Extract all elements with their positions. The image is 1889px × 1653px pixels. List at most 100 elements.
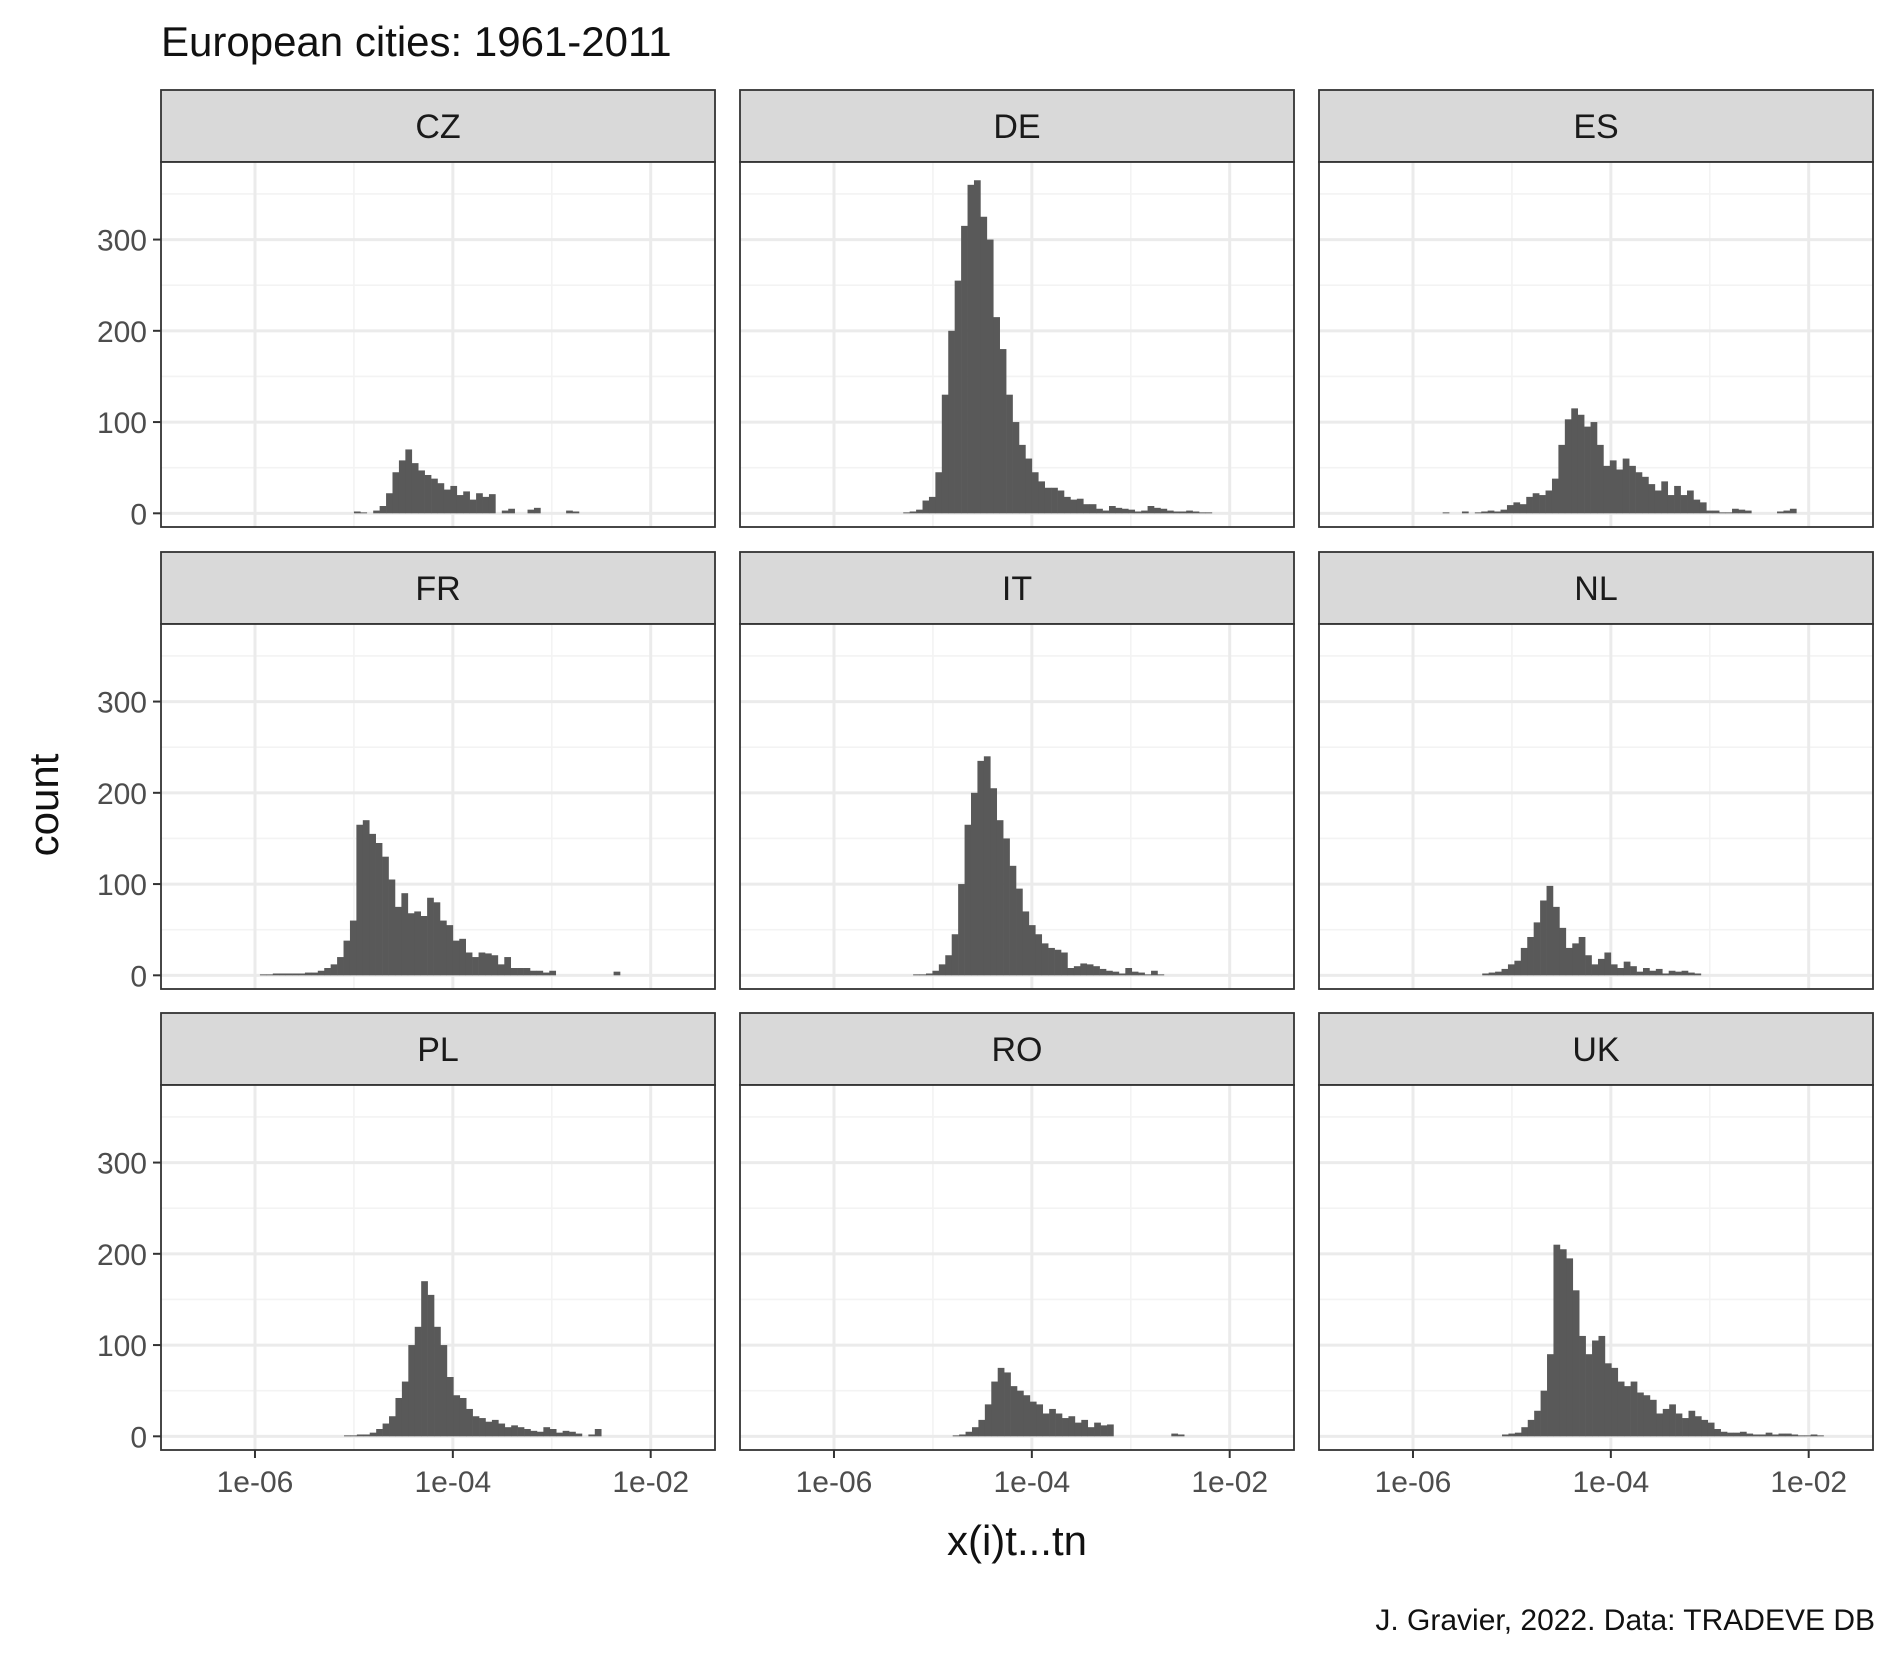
histogram-bar bbox=[1617, 1381, 1625, 1437]
histogram-bar bbox=[440, 1345, 448, 1437]
histogram-bar bbox=[398, 460, 406, 514]
histogram-bar bbox=[1118, 973, 1126, 976]
histogram-bar bbox=[1093, 966, 1100, 976]
histogram-bar bbox=[1654, 490, 1662, 514]
histogram-bar bbox=[951, 934, 959, 976]
histogram-bar bbox=[324, 968, 331, 976]
facet-panels: CZ 0 100 200 300 DE ES FR 0 100 200 300 IT NL PL 0 100 20… bbox=[97, 89, 1874, 1499]
histogram-bar bbox=[1532, 493, 1540, 514]
histogram-bar bbox=[1151, 970, 1158, 976]
histogram-bar bbox=[1662, 1408, 1670, 1437]
histogram-bar bbox=[1687, 490, 1694, 514]
y-tick-label: 0 bbox=[130, 498, 147, 531]
histogram-bar bbox=[1604, 1363, 1612, 1437]
histogram-bar bbox=[991, 1381, 999, 1437]
facet-panel-pl: PL 0 100 200 300 1e-06 1e-04 1e-02 bbox=[97, 1012, 716, 1499]
histogram-bar bbox=[408, 1345, 416, 1437]
histogram-bar bbox=[536, 970, 544, 976]
histogram-bar bbox=[1693, 499, 1701, 514]
histogram-bar bbox=[344, 1435, 351, 1437]
histogram-bar bbox=[353, 511, 361, 514]
histogram-bar bbox=[1777, 511, 1784, 514]
histogram-bar bbox=[394, 906, 402, 976]
histogram-bar bbox=[356, 824, 364, 976]
histogram-bar bbox=[1004, 1372, 1011, 1437]
histogram-bar bbox=[594, 1429, 602, 1437]
histogram-bar bbox=[1179, 511, 1187, 514]
histogram-bar bbox=[1603, 465, 1611, 514]
panel-border bbox=[1318, 623, 1874, 990]
x-tick-label: 1e-02 bbox=[1770, 1466, 1847, 1499]
histogram-bar bbox=[1585, 1354, 1593, 1437]
facet-strip-label: CZ bbox=[415, 108, 460, 146]
histogram-bar bbox=[1481, 511, 1488, 514]
histogram-bar bbox=[1023, 1395, 1031, 1437]
histogram-bar bbox=[1003, 838, 1010, 976]
histogram-bar bbox=[1501, 968, 1509, 976]
histogram-bar bbox=[1533, 922, 1541, 976]
facet-panel-ro: RO 1e-06 1e-04 1e-02 bbox=[739, 1012, 1295, 1499]
histogram-bar bbox=[1099, 968, 1107, 976]
histogram-bar bbox=[967, 184, 975, 514]
histogram-bar bbox=[443, 489, 451, 514]
histogram-bar bbox=[1147, 506, 1155, 514]
histogram-bar bbox=[298, 973, 306, 976]
histogram-bar bbox=[1584, 426, 1591, 514]
histogram-bar bbox=[980, 216, 988, 514]
histogram-bar bbox=[350, 1435, 358, 1437]
histogram-bar bbox=[485, 1421, 493, 1437]
histogram-bar bbox=[414, 1326, 422, 1437]
histogram-bar bbox=[1514, 960, 1522, 976]
histogram-bar bbox=[375, 843, 383, 976]
histogram-bar bbox=[1054, 949, 1062, 976]
histogram-bar bbox=[382, 1423, 390, 1437]
histogram-bar bbox=[1630, 966, 1637, 976]
histogram-bar bbox=[1598, 1335, 1606, 1437]
histogram-bar bbox=[1134, 511, 1142, 514]
facet-panel-fr: FR 0 100 200 300 bbox=[97, 551, 716, 993]
histogram-bar bbox=[1572, 943, 1579, 976]
histogram-bar bbox=[1068, 1416, 1076, 1437]
histogram-bar bbox=[928, 496, 936, 514]
histogram-bar bbox=[932, 970, 940, 976]
histogram-bar bbox=[446, 1377, 454, 1437]
histogram-bar bbox=[1681, 970, 1689, 976]
histogram-bar bbox=[421, 1281, 428, 1437]
x-axis-title: x(i)t...tn bbox=[947, 1517, 1087, 1564]
histogram-bar bbox=[1706, 510, 1714, 514]
histogram-bar bbox=[1199, 512, 1206, 514]
histogram-bar bbox=[1539, 495, 1546, 514]
histogram-bar bbox=[1649, 1399, 1657, 1437]
histogram-bar bbox=[363, 1434, 371, 1437]
histogram-bar bbox=[1547, 1354, 1554, 1437]
histogram-bar bbox=[1022, 911, 1030, 976]
histogram-bar bbox=[1629, 465, 1636, 514]
histogram-bar bbox=[1630, 1381, 1638, 1437]
histogram-bar bbox=[1635, 472, 1643, 514]
histogram-bar bbox=[1527, 936, 1534, 976]
histogram-bar bbox=[1669, 1404, 1676, 1437]
histogram-bar bbox=[1783, 510, 1791, 514]
histogram-bar bbox=[1070, 499, 1078, 514]
x-tick-label: 1e-04 bbox=[1572, 1466, 1649, 1499]
histogram-bar bbox=[508, 508, 515, 514]
histogram-bar bbox=[1744, 510, 1752, 514]
histogram-bar bbox=[1474, 512, 1482, 514]
histogram-bar bbox=[1080, 963, 1088, 976]
histogram-bar bbox=[1494, 511, 1501, 514]
histogram-bar bbox=[304, 972, 312, 976]
histogram-bar bbox=[373, 510, 380, 514]
y-tick-label: 200 bbox=[97, 316, 147, 349]
histogram-bar bbox=[1609, 460, 1617, 514]
histogram-bar bbox=[482, 496, 490, 514]
histogram-bar bbox=[1166, 510, 1174, 514]
histogram-bar bbox=[1675, 971, 1682, 976]
histogram-bar bbox=[1028, 925, 1036, 976]
histogram-bar bbox=[1025, 458, 1033, 514]
histogram-bar bbox=[266, 974, 274, 976]
histogram-bar bbox=[945, 955, 953, 976]
facet-strip bbox=[160, 89, 716, 163]
histogram-bar bbox=[382, 856, 389, 976]
histogram-bar bbox=[913, 974, 920, 976]
